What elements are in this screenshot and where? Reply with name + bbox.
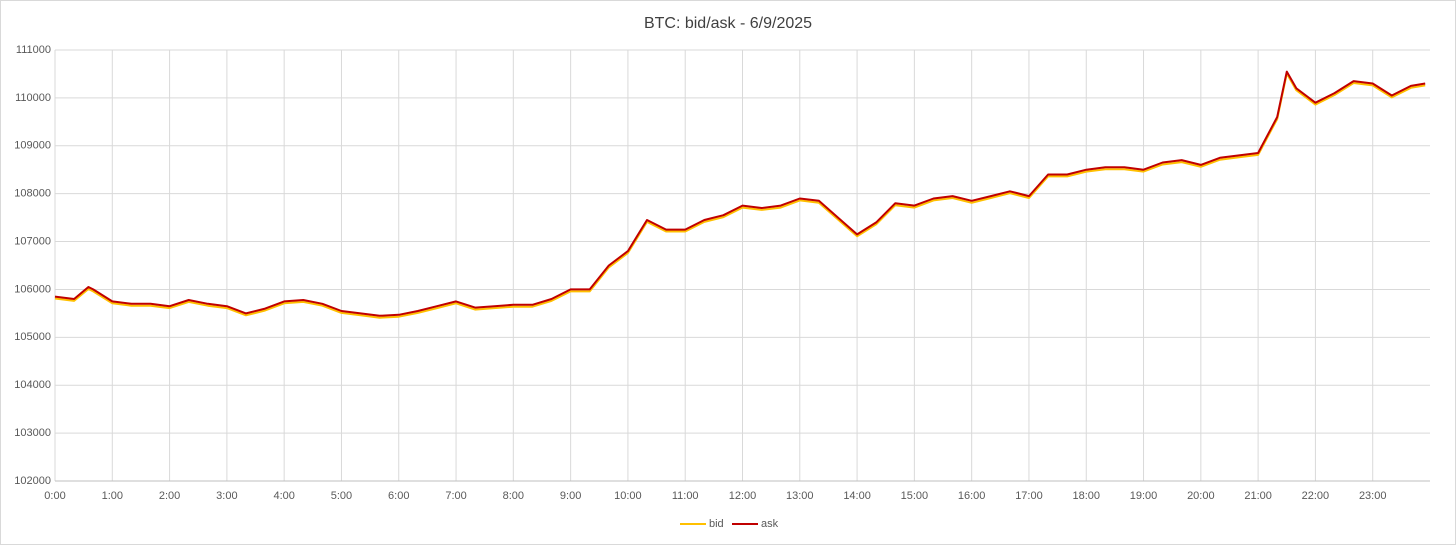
x-tick-label: 1:00 <box>102 490 123 502</box>
x-tick-label: 6:00 <box>388 490 409 502</box>
chart-title: BTC: bid/ask - 6/9/2025 <box>644 15 812 32</box>
x-tick-label: 19:00 <box>1130 490 1158 502</box>
y-tick-label: 108000 <box>14 188 51 200</box>
x-tick-label: 2:00 <box>159 490 180 502</box>
y-tick-label: 107000 <box>14 235 51 247</box>
x-tick-label: 4:00 <box>273 490 294 502</box>
x-tick-label: 10:00 <box>614 490 642 502</box>
x-tick-label: 11:00 <box>672 490 699 502</box>
y-tick-label: 111000 <box>16 44 51 56</box>
x-tick-label: 14:00 <box>843 490 871 502</box>
y-tick-label: 103000 <box>14 427 51 439</box>
x-tick-label: 23:00 <box>1359 490 1387 502</box>
y-tick-label: 105000 <box>14 331 51 343</box>
y-tick-label: 102000 <box>14 475 51 487</box>
y-tick-label: 109000 <box>14 140 51 152</box>
x-tick-label: 15:00 <box>901 490 929 502</box>
x-tick-label: 0:00 <box>44 490 65 502</box>
x-tick-label: 3:00 <box>216 490 237 502</box>
x-tick-label: 20:00 <box>1187 490 1215 502</box>
legend-label: ask <box>761 518 779 530</box>
series-line <box>54 72 1426 319</box>
x-tick-label: 12:00 <box>729 490 757 502</box>
y-tick-label: 110000 <box>15 92 51 104</box>
x-tick-label: 22:00 <box>1302 490 1330 502</box>
y-tick-label: 104000 <box>14 379 51 391</box>
x-tick-label: 9:00 <box>560 490 581 502</box>
x-tick-label: 16:00 <box>958 490 986 502</box>
x-tick-label: 17:00 <box>1015 490 1043 502</box>
legend-label: bid <box>709 518 724 530</box>
x-tick-label: 7:00 <box>445 490 466 502</box>
x-tick-label: 5:00 <box>331 490 352 502</box>
series-line <box>54 70 1426 317</box>
x-tick-label: 21:00 <box>1244 490 1272 502</box>
x-tick-label: 13:00 <box>786 490 814 502</box>
x-tick-label: 8:00 <box>503 490 524 502</box>
y-tick-label: 106000 <box>14 283 51 295</box>
x-tick-label: 18:00 <box>1072 490 1100 502</box>
